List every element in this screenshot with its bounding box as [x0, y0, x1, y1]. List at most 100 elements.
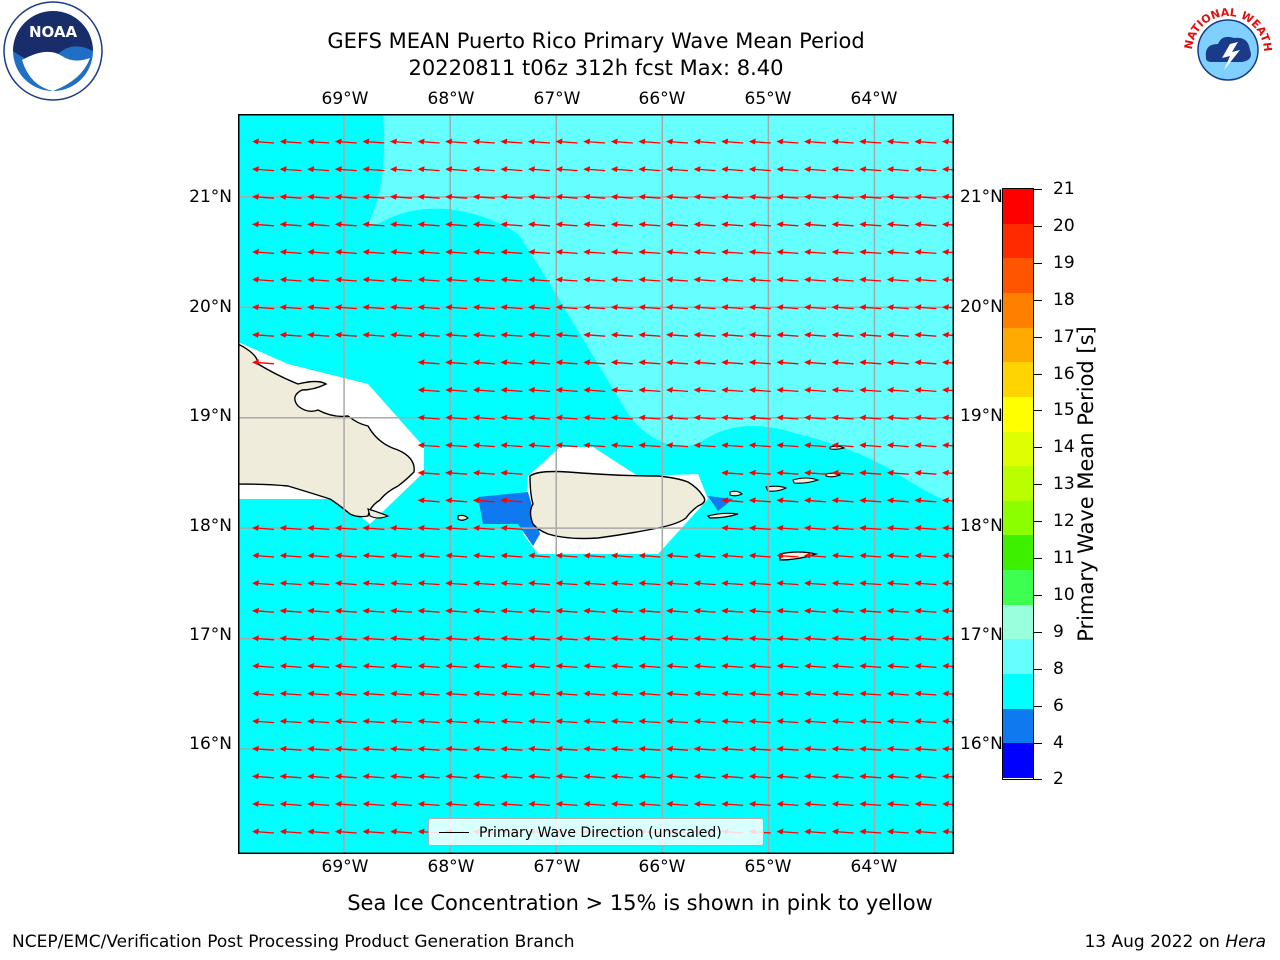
wave-arrow — [610, 442, 633, 449]
wave-arrow — [804, 828, 827, 835]
wave-arrow — [914, 221, 937, 228]
wave-arrow — [776, 552, 799, 559]
wave-arrow — [886, 745, 909, 752]
wave-arrow — [859, 745, 882, 752]
wave-arrow — [886, 718, 909, 725]
wave-arrow — [831, 442, 854, 449]
wave-arrow — [831, 635, 854, 642]
wave-arrow — [583, 276, 606, 283]
wave-arrow — [528, 552, 551, 559]
wave-arrow — [804, 524, 827, 531]
wave-arrow — [748, 718, 771, 725]
footer-date-text: 13 Aug 2022 on — [1084, 932, 1226, 952]
footer-date: 13 Aug 2022 on Hera — [1084, 932, 1266, 952]
wave-arrow — [693, 552, 716, 559]
wave-arrow — [610, 607, 633, 614]
wave-arrow — [583, 800, 606, 807]
wave-arrow — [610, 662, 633, 669]
wave-arrow — [417, 745, 440, 752]
wave-arrow — [528, 800, 551, 807]
wave-arrow — [942, 193, 954, 200]
wave-arrow — [445, 331, 468, 338]
wave-arrow — [307, 773, 330, 780]
wave-arrow — [886, 497, 909, 504]
wave-arrow — [472, 607, 495, 614]
wave-arrow — [914, 138, 937, 145]
wave-arrow — [555, 800, 578, 807]
wave-arrow — [831, 304, 854, 311]
wave-arrow — [859, 166, 882, 173]
wave-arrow — [417, 524, 440, 531]
colorbar-segment — [1003, 327, 1033, 363]
colorbar-tick-label: 11 — [1053, 548, 1075, 568]
colorbar-segment — [1003, 189, 1033, 225]
wave-arrow — [748, 442, 771, 449]
wave-arrow — [942, 138, 954, 145]
wave-arrow — [334, 331, 357, 338]
wave-arrow — [528, 331, 551, 338]
wave-arrow — [831, 386, 854, 393]
wave-arrow — [914, 497, 937, 504]
wave-arrow — [804, 662, 827, 669]
wave-arrow — [886, 469, 909, 476]
wave-arrow — [859, 690, 882, 697]
wave-arrow — [748, 524, 771, 531]
wave-arrow — [472, 690, 495, 697]
wave-arrow — [776, 221, 799, 228]
wave-arrow — [638, 745, 661, 752]
wave-arrow — [472, 773, 495, 780]
wave-arrow — [776, 248, 799, 255]
wave-arrow — [252, 607, 275, 614]
hispaniola-land — [238, 343, 415, 518]
wave-arrow — [804, 442, 827, 449]
lon-tick-top: 68°W — [427, 89, 475, 109]
wave-arrow — [445, 469, 468, 476]
wave-arrow — [804, 359, 827, 366]
wave-arrow — [252, 193, 275, 200]
wave-arrow — [942, 414, 954, 421]
wave-arrow — [942, 580, 954, 587]
wave-arrow — [886, 580, 909, 587]
wave-arrow — [252, 248, 275, 255]
wave-arrow — [472, 580, 495, 587]
wave-arrow — [693, 166, 716, 173]
colorbar-tick-mark — [1034, 631, 1042, 633]
wave-arrow — [362, 524, 385, 531]
lon-tick-top: 66°W — [638, 89, 686, 109]
wave-arrow — [942, 773, 954, 780]
wave-arrow — [472, 442, 495, 449]
wave-arrow — [362, 580, 385, 587]
wave-arrow — [831, 497, 854, 504]
wave-arrow — [500, 745, 523, 752]
colorbar-tick-mark — [1034, 558, 1042, 559]
wave-arrow — [472, 635, 495, 642]
wave-arrow — [500, 497, 523, 504]
wave-arrow — [500, 524, 523, 531]
wave-arrow — [748, 276, 771, 283]
wave-arrow — [307, 635, 330, 642]
wave-arrow — [693, 248, 716, 255]
wave-arrow — [583, 690, 606, 697]
wave-arrow — [445, 193, 468, 200]
wave-arrow — [942, 718, 954, 725]
wave-arrow — [914, 414, 937, 421]
colorbar-segment — [1003, 604, 1033, 640]
wave-arrow — [445, 800, 468, 807]
legend-label: Primary Wave Direction (unscaled) — [479, 825, 722, 841]
wave-arrow — [914, 773, 937, 780]
wave-arrow — [445, 745, 468, 752]
lon-tick-bottom: 64°W — [850, 857, 898, 877]
wave-arrow — [804, 221, 827, 228]
wave-arrow — [776, 469, 799, 476]
wave-arrow — [279, 773, 302, 780]
wave-arrow — [445, 607, 468, 614]
wave-arrow — [721, 442, 744, 449]
wave-arrow — [252, 304, 275, 311]
lon-tick-bottom: 66°W — [638, 857, 686, 877]
wave-arrow — [693, 773, 716, 780]
wave-arrow — [417, 414, 440, 421]
wave-arrow — [610, 718, 633, 725]
wave-arrow — [721, 552, 744, 559]
wave-arrow — [500, 359, 523, 366]
lat-tick-left: 18°N — [189, 516, 232, 536]
